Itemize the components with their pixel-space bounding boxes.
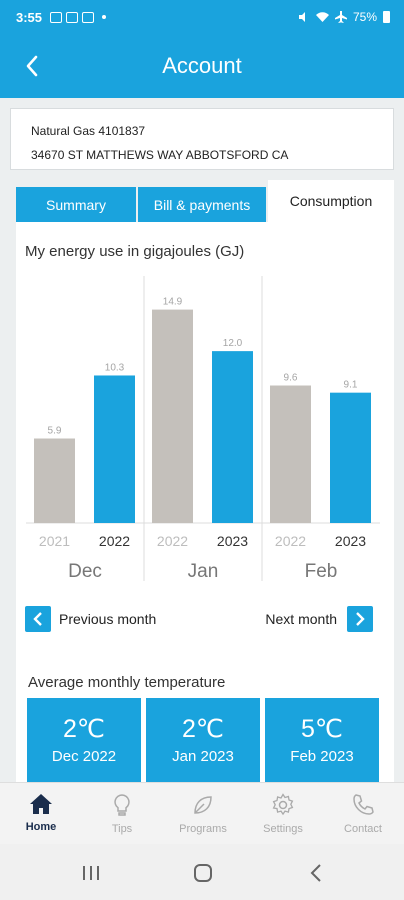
battery-percent: 75%	[352, 10, 377, 24]
temperature-value: 2℃	[63, 715, 105, 743]
battery-icon	[383, 11, 390, 23]
phone-icon	[353, 794, 374, 815]
temperature-month: Feb 2023	[290, 748, 354, 765]
bar-year-label: 2022	[275, 533, 306, 549]
page-title: Account	[162, 53, 242, 78]
status-time: 3:55	[16, 9, 43, 25]
bar-value-label: 5.9	[48, 425, 62, 436]
temperature-tile-dec: 2℃ Dec 2022	[27, 698, 141, 782]
wifi-icon	[315, 12, 329, 22]
bar-dec-2022	[94, 375, 135, 523]
bar-year-label: 2023	[217, 533, 248, 549]
airplane-icon	[334, 11, 347, 23]
temperature-value: 5℃	[301, 715, 343, 743]
gallery-notification-icon	[50, 11, 63, 23]
previous-month-button[interactable]	[25, 606, 51, 632]
back-nav-icon[interactable]	[305, 862, 329, 884]
bar-value-label: 10.3	[105, 362, 125, 373]
nav-programs-label: Programs	[179, 823, 227, 835]
previous-month-label[interactable]: Previous month	[59, 611, 157, 627]
more-notifications-icon	[102, 15, 107, 19]
account-info-card: Natural Gas 4101837 34670 ST MATTHEWS WA…	[10, 108, 394, 170]
nav-contact[interactable]: Contact	[323, 793, 403, 835]
bar-year-label: 2023	[335, 533, 366, 549]
bar-jan-2022	[152, 309, 193, 523]
tab-bar: Summary Bill & payments Consumption	[16, 180, 394, 222]
bottom-navigation: Home Tips Programs Settings Contact	[0, 782, 404, 844]
notification-icons	[50, 11, 107, 23]
tab-bill-payments[interactable]: Bill & payments	[138, 187, 266, 222]
app-bar: Account	[0, 34, 404, 98]
account-line: Natural Gas 4101837	[31, 124, 146, 138]
temperature-tile-jan: 2℃ Jan 2023	[146, 698, 260, 782]
bar-value-label: 12.0	[223, 338, 243, 349]
tab-summary[interactable]: Summary	[16, 187, 136, 222]
mute-icon	[298, 12, 305, 22]
recent-apps-icon[interactable]	[79, 862, 103, 884]
next-month-label[interactable]: Next month	[265, 611, 337, 627]
next-month-button[interactable]	[347, 606, 373, 632]
status-bar: 3:55 75%	[0, 0, 404, 34]
nav-programs[interactable]: Programs	[163, 793, 243, 835]
bar-value-label: 14.9	[163, 297, 183, 308]
chevron-left-icon	[33, 612, 42, 626]
month-navigation: Previous month Next month	[25, 606, 373, 632]
nav-contact-label: Contact	[344, 823, 382, 835]
bar-year-label: 2022	[99, 533, 130, 549]
temperature-month: Dec 2022	[51, 748, 117, 765]
chevron-left-icon	[26, 55, 38, 77]
nav-home[interactable]: Home	[1, 793, 81, 833]
bar-year-label: 2021	[39, 533, 70, 549]
temperature-value: 2℃	[182, 715, 224, 743]
month-label: Jan	[188, 561, 219, 582]
nav-home-label: Home	[25, 821, 57, 833]
month-label: Feb	[305, 561, 338, 582]
system-navigation-bar	[0, 844, 404, 900]
tab-consumption[interactable]: Consumption	[268, 180, 394, 222]
month-label: Dec	[68, 561, 102, 582]
bar-value-label: 9.1	[344, 380, 358, 391]
nav-tips[interactable]: Tips	[82, 793, 162, 835]
back-button[interactable]	[14, 48, 50, 84]
nav-tips-label: Tips	[111, 823, 133, 835]
home-button-icon[interactable]	[191, 862, 215, 884]
check-notification-icon	[82, 11, 95, 23]
nav-settings[interactable]: Settings	[243, 793, 323, 835]
temperature-heading: Average monthly temperature	[28, 674, 226, 691]
leaf-icon	[194, 796, 212, 814]
lightbulb-icon	[114, 794, 130, 816]
consumption-panel: My energy use in gigajoules (GJ) 5.9 2021…	[16, 222, 394, 782]
home-icon	[30, 794, 52, 814]
bar-feb-2022	[270, 385, 311, 523]
bar-jan-2023	[212, 351, 253, 523]
chevron-right-icon	[356, 612, 365, 626]
service-address: 34670 ST MATTHEWS WAY ABBOTSFORD CA	[31, 148, 289, 162]
bar-feb-2023	[330, 392, 371, 523]
bar-value-label: 9.6	[284, 373, 298, 384]
gear-icon	[272, 793, 294, 816]
temperature-tiles: 2℃ Dec 2022 2℃ Jan 2023 5℃ Feb 2023	[27, 698, 379, 782]
bar-dec-2021	[34, 438, 75, 523]
app-notification-icon	[66, 11, 79, 23]
temperature-tile-feb: 5℃ Feb 2023	[265, 698, 379, 782]
consumption-chart: 5.9 2021 10.3 2022 Dec 14.9 2022 12.0 2023 Jan 9.6…	[26, 276, 380, 582]
consumption-heading: My energy use in gigajoules (GJ)	[25, 243, 245, 260]
bar-year-label: 2022	[157, 533, 188, 549]
nav-settings-label: Settings	[263, 823, 303, 835]
system-status: 75%	[298, 10, 390, 24]
temperature-month: Jan 2023	[172, 748, 234, 765]
